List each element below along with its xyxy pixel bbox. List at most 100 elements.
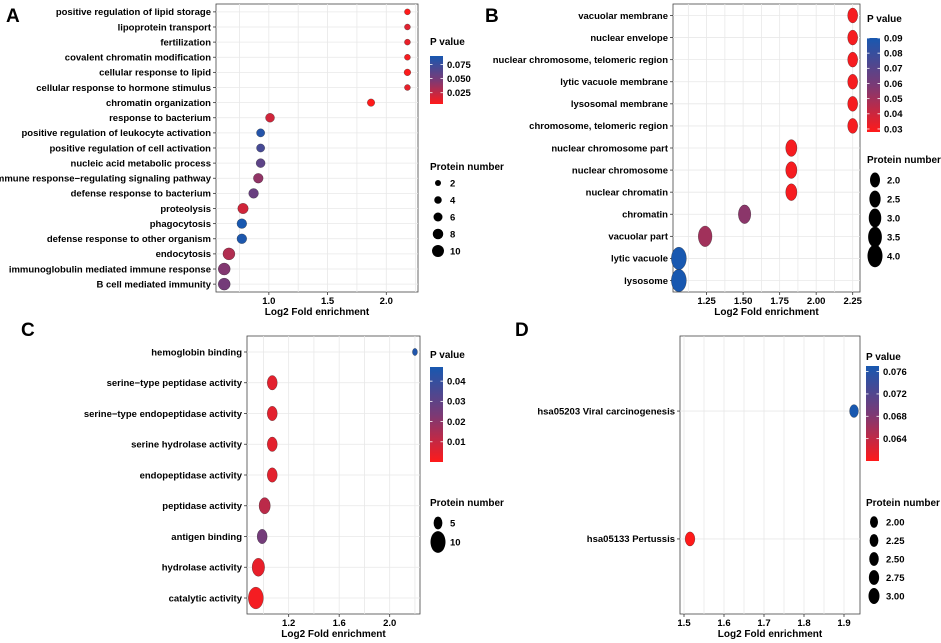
p-value-legend-title: P value: [866, 352, 901, 363]
p-value-legend-title: P value: [430, 350, 465, 361]
size-legend-label: 2.0: [887, 175, 900, 186]
data-point: [847, 29, 858, 46]
y-category-label: nuclear chromatin: [586, 187, 669, 198]
size-legend-dot: [435, 180, 441, 186]
data-point: [404, 23, 411, 31]
x-tick-label: 1.2: [282, 618, 295, 629]
svg-text:C: C: [21, 320, 35, 341]
size-legend-dot: [434, 196, 442, 204]
p-value-colorbar: [430, 367, 443, 462]
y-category-label: vacuolar part: [608, 232, 668, 243]
panel-A: 1.0 1.5 2.0 Log2 Fold enrichment positive re…: [0, 3, 504, 318]
x-axis-title: Log2 Fold enrichment: [265, 307, 370, 318]
colorbar-tick-label: 0.05: [884, 94, 903, 105]
x-tick-label: 1.75: [770, 296, 789, 307]
data-point: [404, 84, 411, 91]
colorbar-tick-label: 0.01: [447, 437, 466, 448]
size-legend-label: 2.5: [887, 194, 901, 205]
y-category-label: lysosome: [624, 276, 668, 287]
size-legend-dot: [869, 552, 879, 566]
y-category-label: peptidase activity: [162, 501, 242, 512]
y-category-label: serine−type endopeptidase activity: [84, 409, 243, 420]
size-legend-label: 2: [450, 178, 455, 189]
size-legend-label: 3.0: [887, 213, 900, 224]
p-value-legend-title: P value: [867, 14, 902, 25]
size-legend-dot: [432, 245, 444, 257]
y-category-label: defense response to other organism: [47, 234, 211, 245]
colorbar-tick-label: 0.04: [447, 376, 466, 387]
data-point: [251, 558, 265, 577]
data-point: [404, 54, 411, 61]
y-category-label: lysosomal membrane: [571, 99, 668, 110]
y-category-label: nuclear chromosome part: [551, 143, 669, 154]
colorbar-tick-label: 0.08: [884, 48, 903, 59]
p-value-legend-title: P value: [430, 37, 465, 48]
data-point: [265, 113, 275, 123]
svg-text:B: B: [485, 6, 499, 27]
data-point: [253, 173, 264, 184]
size-legend-dot: [433, 516, 443, 530]
size-legend-label: 2.75: [886, 573, 905, 584]
data-point: [404, 8, 411, 16]
p-value-colorbar: [866, 366, 879, 461]
y-category-label: nucleic acid metabolic process: [71, 158, 211, 169]
y-category-label: cellular response to hormone stimulus: [36, 83, 211, 94]
x-tick-label: 1.9: [837, 618, 850, 629]
data-point: [404, 38, 411, 46]
colorbar-tick-label: 0.06: [884, 79, 903, 90]
y-category-label: hydrolase activity: [162, 563, 243, 574]
size-legend-label: 10: [450, 537, 461, 548]
data-point: [738, 204, 751, 224]
y-category-label: immunoglobulin mediated immune response: [9, 264, 211, 275]
y-category-label: chromosome, telomeric region: [529, 121, 668, 132]
data-point: [258, 497, 271, 515]
svg-text:D: D: [515, 320, 529, 341]
data-point: [785, 139, 798, 157]
size-legend-label: 2.00: [886, 517, 905, 528]
data-point: [236, 233, 247, 244]
x-tick-label: 1.5: [677, 618, 691, 629]
y-category-label: fertilization: [160, 37, 211, 48]
y-category-label: cellular response to lipid: [99, 68, 211, 79]
data-point: [847, 118, 858, 134]
y-category-label: lytic vacuole membrane: [560, 77, 668, 88]
data-point: [847, 74, 858, 90]
size-legend-dot: [869, 534, 879, 547]
y-category-label: lipoprotein transport: [118, 22, 212, 33]
y-category-label: lytic vacuole: [611, 254, 668, 265]
x-tick-label: 2.00: [807, 296, 826, 307]
data-point: [847, 7, 858, 24]
size-legend-dot: [430, 531, 446, 553]
colorbar-tick-label: 0.068: [883, 412, 907, 423]
p-value-colorbar: [430, 56, 443, 104]
size-legend-label: 6: [450, 212, 455, 223]
y-category-label: serine hydrolase activity: [131, 440, 243, 451]
y-category-label: response to bacterium: [109, 113, 211, 124]
size-legend-label: 2.50: [886, 554, 905, 565]
data-point: [785, 161, 798, 179]
y-category-label: B cell mediated immunity: [96, 279, 211, 290]
data-point: [849, 404, 859, 418]
data-point: [255, 158, 266, 168]
data-point: [403, 68, 411, 76]
y-category-label: nuclear chromosome, telomeric region: [493, 55, 668, 66]
size-legend-dot: [868, 208, 882, 228]
size-legend-label: 10: [450, 246, 461, 257]
x-tick-label: 2.0: [380, 296, 393, 307]
svg-text:A: A: [6, 6, 20, 27]
colorbar-tick-label: 0.050: [447, 74, 471, 85]
data-point: [218, 262, 231, 276]
size-legend-label: 8: [450, 229, 455, 240]
data-point: [267, 467, 278, 483]
y-category-label: hemoglobin binding: [151, 347, 242, 358]
panel-B: 1.25 1.50 1.75 2.00 2.25 Log2 Fold enrichment…: [493, 3, 941, 318]
colorbar-tick-label: 0.075: [447, 60, 471, 71]
data-point: [267, 406, 278, 421]
x-tick-label: 2.25: [843, 296, 862, 307]
size-legend-dot: [433, 212, 443, 222]
size-legend-dot: [868, 570, 880, 585]
data-point: [256, 128, 265, 138]
protein-number-legend-title: Protein number: [866, 498, 940, 509]
y-category-label: hsa05133 Pertussis: [587, 534, 675, 545]
